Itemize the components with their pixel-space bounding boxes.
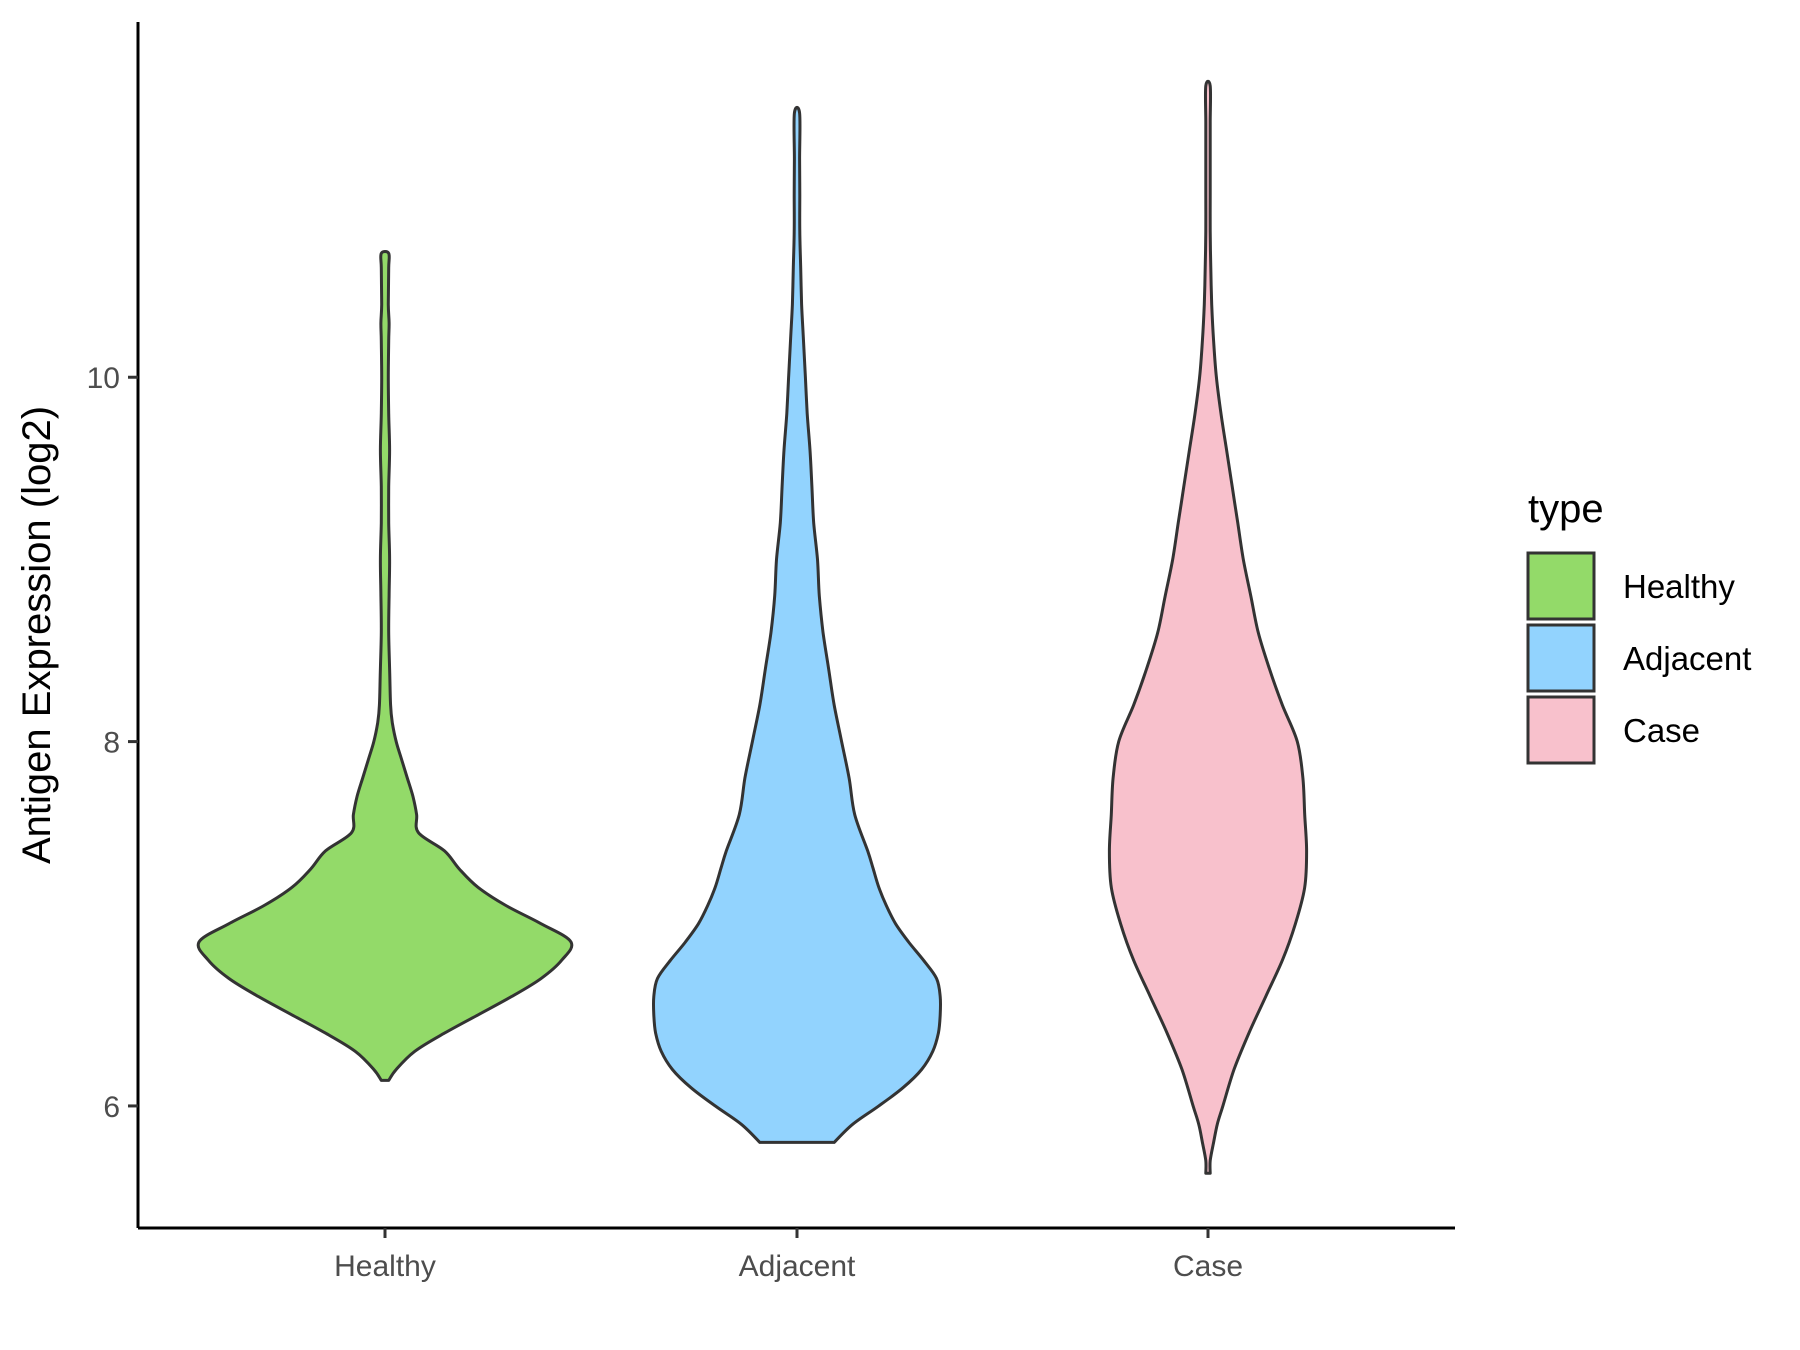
legend-title: type [1528, 487, 1604, 531]
violins [196, 79, 1309, 1175]
x-tick-label-adjacent: Adjacent [739, 1250, 856, 1283]
y-tick-label: 6 [103, 1091, 120, 1124]
axes: 6 8 10 Healthy Adjacent Case [87, 22, 1455, 1283]
violin-healthy [196, 250, 574, 1082]
legend-swatch-healthy [1526, 551, 1596, 621]
legend: type Healthy Adjacent Case [1526, 487, 1751, 765]
legend-entries: Healthy Adjacent Case [1526, 551, 1751, 765]
x-tick-label-case: Case [1173, 1250, 1243, 1283]
legend-swatch-case [1526, 695, 1596, 765]
x-ticks: Healthy Adjacent Case [334, 1228, 1243, 1283]
y-ticks: 6 8 10 [87, 362, 138, 1124]
legend-swatch-adjacent [1526, 623, 1596, 693]
legend-label-healthy: Healthy [1623, 568, 1735, 605]
y-tick-label: 10 [87, 362, 120, 395]
x-tick-label-healthy: Healthy [334, 1250, 436, 1283]
violin-case [1107, 79, 1309, 1175]
y-axis-title: Antigen Expression (log2) [15, 406, 59, 864]
y-tick-label: 8 [103, 727, 120, 760]
legend-label-adjacent: Adjacent [1623, 640, 1751, 677]
legend-label-case: Case [1623, 712, 1700, 749]
violin-adjacent [651, 105, 943, 1144]
